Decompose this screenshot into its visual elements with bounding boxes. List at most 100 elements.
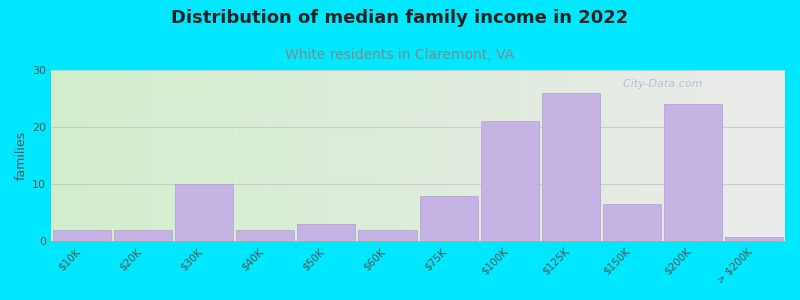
Bar bbox=[770, 70, 774, 241]
Bar bbox=[664, 70, 667, 241]
Bar bbox=[620, 70, 623, 241]
Bar bbox=[420, 196, 478, 241]
Bar bbox=[642, 70, 646, 241]
Bar bbox=[726, 70, 730, 241]
Bar bbox=[345, 70, 348, 241]
Bar bbox=[517, 70, 521, 241]
Bar bbox=[623, 70, 627, 241]
Bar bbox=[358, 230, 417, 241]
Bar bbox=[686, 70, 690, 241]
Bar bbox=[682, 70, 686, 241]
Bar bbox=[264, 70, 268, 241]
Bar bbox=[498, 70, 502, 241]
Bar bbox=[209, 70, 213, 241]
Bar bbox=[392, 70, 396, 241]
Bar bbox=[525, 70, 528, 241]
Bar bbox=[213, 70, 216, 241]
Bar bbox=[550, 70, 554, 241]
Bar bbox=[348, 70, 352, 241]
Bar bbox=[429, 70, 433, 241]
Bar bbox=[569, 70, 572, 241]
Bar bbox=[389, 70, 392, 241]
Bar bbox=[77, 70, 81, 241]
Bar bbox=[220, 70, 224, 241]
Bar bbox=[671, 70, 675, 241]
Bar bbox=[143, 70, 146, 241]
Bar bbox=[694, 70, 697, 241]
Bar bbox=[114, 230, 172, 241]
Bar bbox=[378, 70, 382, 241]
Bar bbox=[352, 70, 356, 241]
Bar bbox=[774, 70, 778, 241]
Bar bbox=[554, 70, 558, 241]
Bar bbox=[121, 70, 125, 241]
Bar bbox=[561, 70, 565, 241]
Bar bbox=[334, 70, 338, 241]
Bar bbox=[418, 70, 422, 241]
Bar bbox=[514, 70, 517, 241]
Text: City-Data.com: City-Data.com bbox=[616, 79, 702, 88]
Bar bbox=[722, 70, 726, 241]
Bar bbox=[224, 70, 227, 241]
Bar bbox=[528, 70, 532, 241]
Bar bbox=[426, 70, 429, 241]
Bar bbox=[543, 70, 546, 241]
Bar bbox=[473, 70, 477, 241]
Bar bbox=[587, 70, 590, 241]
Bar bbox=[236, 230, 294, 241]
Bar bbox=[326, 70, 330, 241]
Bar bbox=[238, 70, 242, 241]
Bar bbox=[440, 70, 444, 241]
Bar bbox=[546, 70, 550, 241]
Bar bbox=[308, 70, 312, 241]
Bar bbox=[433, 70, 437, 241]
Bar bbox=[763, 70, 766, 241]
Bar bbox=[734, 70, 738, 241]
Bar bbox=[535, 70, 539, 241]
Bar bbox=[95, 70, 99, 241]
Bar bbox=[341, 70, 345, 241]
Bar bbox=[778, 70, 782, 241]
Bar bbox=[782, 70, 785, 241]
Bar bbox=[572, 70, 576, 241]
Bar bbox=[646, 70, 650, 241]
Bar bbox=[738, 70, 741, 241]
Bar bbox=[382, 70, 385, 241]
Bar bbox=[298, 224, 355, 241]
Bar bbox=[198, 70, 202, 241]
Bar bbox=[81, 70, 84, 241]
Bar bbox=[227, 70, 231, 241]
Bar bbox=[521, 70, 525, 241]
Bar bbox=[484, 70, 488, 241]
Bar bbox=[179, 70, 183, 241]
Bar bbox=[603, 204, 661, 241]
Bar bbox=[91, 70, 95, 241]
Bar bbox=[407, 70, 410, 241]
Bar bbox=[451, 70, 454, 241]
Bar bbox=[234, 70, 238, 241]
Bar bbox=[690, 70, 694, 241]
Bar bbox=[70, 70, 73, 241]
Bar bbox=[150, 70, 154, 241]
Bar bbox=[374, 70, 378, 241]
Bar bbox=[650, 70, 653, 241]
Bar bbox=[231, 70, 234, 241]
Bar bbox=[481, 122, 539, 241]
Bar bbox=[396, 70, 400, 241]
Bar bbox=[315, 70, 319, 241]
Bar bbox=[216, 70, 220, 241]
Bar bbox=[752, 70, 756, 241]
Bar bbox=[286, 70, 290, 241]
Bar bbox=[414, 70, 418, 241]
Bar bbox=[84, 70, 88, 241]
Bar bbox=[250, 70, 253, 241]
Bar bbox=[447, 70, 451, 241]
Bar bbox=[154, 70, 158, 241]
Bar bbox=[172, 70, 176, 241]
Bar bbox=[532, 70, 535, 241]
Bar bbox=[506, 70, 510, 241]
Bar bbox=[257, 70, 260, 241]
Bar bbox=[146, 70, 150, 241]
Bar bbox=[667, 70, 671, 241]
Bar bbox=[657, 70, 660, 241]
